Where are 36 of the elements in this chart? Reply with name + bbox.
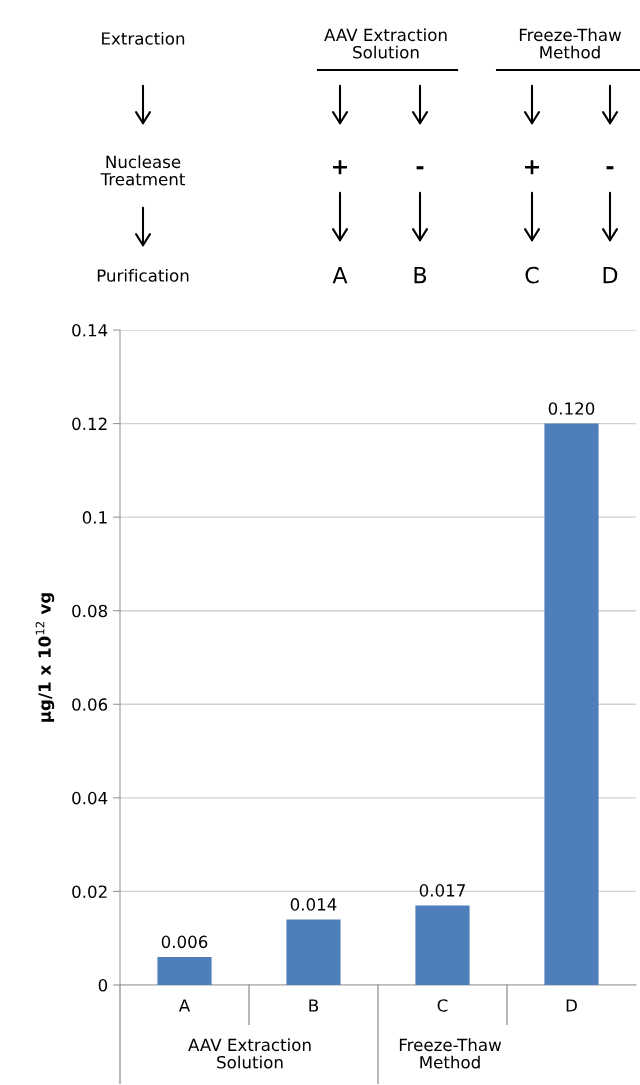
text: AAV Extraction Solution [324,28,447,59]
x-tick-label: A [178,999,191,1012]
x-tick-label: B [309,999,319,1012]
text: Extraction [102,31,185,45]
x-tick-label: C [437,999,448,1012]
data-label: 0.014 [290,898,337,911]
data-label: 0.006 [161,935,208,949]
bar [286,919,341,985]
text: - [416,166,424,170]
y-tick-label: 0.12 [72,417,107,431]
text: A [332,266,348,284]
bar [157,956,212,985]
bar [544,423,599,985]
data-label: 0.120 [548,402,595,415]
y-axis-title: μg/1 x 10$^{12}$ vg [35,593,55,722]
x-tick-label: D [566,999,577,1012]
text: B [414,266,427,284]
text: - [606,166,614,170]
text: C [525,266,539,284]
text: + [333,160,347,175]
text: Nuclease Treatment [100,155,185,186]
text: + [525,160,539,175]
data-label: 0.017 [419,884,465,897]
text: Purification [97,268,189,282]
text: AAV Extraction Solution [188,1038,311,1069]
y-tick-label: 0.04 [72,791,108,805]
y-tick-label: 0.08 [72,604,108,618]
y-tick-label: 0.14 [72,323,108,337]
y-tick-label: 0.06 [72,698,108,711]
y-tick-label: 0.1 [82,511,107,524]
y-tick-label: 0 [98,978,108,992]
text: Freeze-Thaw Method [519,28,622,59]
text: Freeze-Thaw Method [399,1038,502,1069]
y-tick-label: 0.02 [72,885,107,898]
bar [415,905,470,985]
text: D [603,266,618,284]
